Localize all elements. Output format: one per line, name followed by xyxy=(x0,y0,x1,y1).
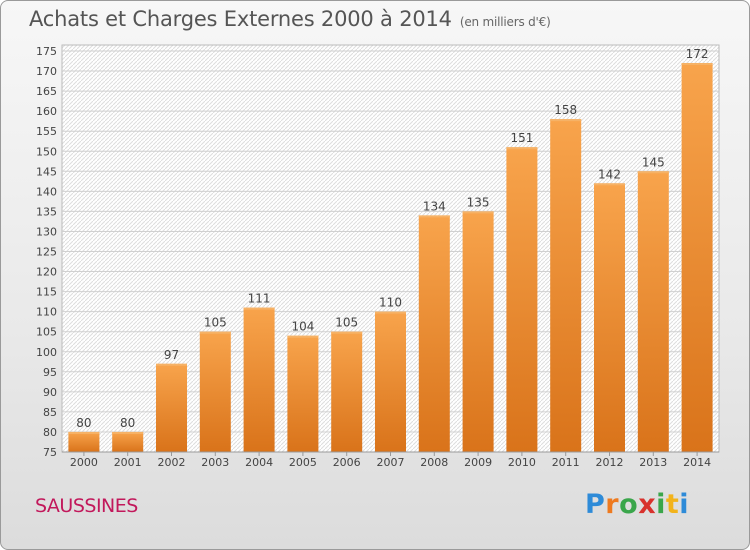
bar xyxy=(375,311,406,452)
y-tick-label: 90 xyxy=(43,386,57,399)
bar-top-edge xyxy=(243,307,275,310)
bar xyxy=(112,431,144,452)
x-tick-label: 2006 xyxy=(333,456,361,469)
y-tick-label: 155 xyxy=(36,125,57,138)
bar-value-label: 158 xyxy=(554,103,577,117)
bar xyxy=(156,363,187,452)
x-tick-label: 2010 xyxy=(508,456,536,469)
y-tick-label: 105 xyxy=(36,326,57,339)
y-tick-label: 160 xyxy=(36,105,57,118)
x-tick-label: 2007 xyxy=(377,456,405,469)
logo-letter: r xyxy=(605,489,620,520)
x-tick-label: 2014 xyxy=(683,456,711,469)
bar-top-edge xyxy=(156,363,187,366)
bar xyxy=(506,147,538,453)
bar-top-edge xyxy=(462,211,494,214)
y-tick-label: 110 xyxy=(36,306,57,319)
y-tick-label: 80 xyxy=(43,426,57,439)
bar xyxy=(287,335,319,452)
y-tick-label: 145 xyxy=(36,165,57,178)
bar-value-label: 105 xyxy=(204,316,227,330)
bar-value-label: 151 xyxy=(510,131,533,145)
bar-top-edge xyxy=(331,331,363,334)
place-name: SAUSSINES xyxy=(35,495,138,517)
bar-top-edge xyxy=(550,119,582,122)
logo-letter: t xyxy=(665,489,680,520)
x-tick-label: 2008 xyxy=(420,456,448,469)
bar-value-label: 142 xyxy=(598,167,621,181)
bar-value-label: 134 xyxy=(423,199,446,213)
y-tick-label: 115 xyxy=(36,286,57,299)
y-tick-label: 75 xyxy=(43,446,57,459)
y-tick-label: 170 xyxy=(36,65,57,78)
x-tick-label: 2004 xyxy=(245,456,273,469)
bar-top-edge xyxy=(506,147,538,150)
title-unit: (en milliers d'€) xyxy=(459,15,551,29)
y-tick-label: 85 xyxy=(43,406,57,419)
bar-value-label: 172 xyxy=(686,47,709,61)
bar-top-edge xyxy=(112,431,144,434)
bar-top-edge xyxy=(68,431,100,434)
y-axis: 75 80 85 90 95 100 105 110 115 120 125 130 135 140 145… xyxy=(36,45,57,459)
bar-top-edge xyxy=(681,63,713,66)
title-text: Achats et Charges Externes 2000 à 2014 xyxy=(29,7,452,31)
bar-value-label: 111 xyxy=(248,292,271,306)
bar-top-edge xyxy=(199,331,231,334)
x-tick-label: 2001 xyxy=(114,456,142,469)
bar xyxy=(418,215,450,452)
bar-value-label: 80 xyxy=(120,416,135,430)
bar-value-label: 105 xyxy=(335,316,358,330)
x-tick-label: 2005 xyxy=(289,456,317,469)
bar-value-label: 145 xyxy=(642,155,665,169)
x-tick-label: 2011 xyxy=(552,456,580,469)
bar xyxy=(199,331,231,452)
proxiti-logo: Proxiti xyxy=(585,489,689,520)
logo-letter: x xyxy=(638,489,657,520)
bar xyxy=(331,331,363,452)
logo-letter: o xyxy=(619,489,639,520)
bar xyxy=(68,431,100,452)
bar-value-label: 97 xyxy=(164,348,179,362)
bar-value-label: 135 xyxy=(467,195,490,209)
bar-top-edge xyxy=(418,215,450,218)
y-tick-label: 95 xyxy=(43,366,57,379)
bar-value-label: 110 xyxy=(379,296,402,310)
bars: 80 80 97 105 111 104 105 110 134 135 151 158 142 145 1… xyxy=(68,47,713,453)
y-tick-label: 135 xyxy=(36,205,57,218)
y-tick-label: 140 xyxy=(36,185,57,198)
bar xyxy=(681,63,713,452)
chart-title: Achats et Charges Externes 2000 à 2014 (e… xyxy=(29,7,551,31)
x-tick-label: 2012 xyxy=(596,456,624,469)
y-tick-label: 175 xyxy=(36,45,57,58)
x-axis: 2000 2001 2002 2003 2004 2005 2006 2007 2008 2009… xyxy=(62,451,719,469)
bar xyxy=(550,119,582,453)
bar xyxy=(243,307,275,452)
x-tick-label: 2000 xyxy=(70,456,98,469)
y-tick-label: 120 xyxy=(36,266,57,279)
x-tick-label: 2002 xyxy=(158,456,186,469)
y-tick-label: 125 xyxy=(36,246,57,259)
logo-letter: i xyxy=(656,489,666,520)
y-tick-label: 100 xyxy=(36,346,57,359)
logo-letter: P xyxy=(585,489,606,520)
y-tick-label: 130 xyxy=(36,225,57,238)
y-tick-label: 165 xyxy=(36,85,57,98)
bar-top-edge xyxy=(375,311,406,314)
y-tick-label: 150 xyxy=(36,145,57,158)
bar-value-label: 80 xyxy=(76,416,91,430)
bar xyxy=(594,183,625,452)
logo-letter: i xyxy=(679,489,690,520)
x-tick-label: 2013 xyxy=(639,456,667,469)
x-tick-label: 2009 xyxy=(464,456,492,469)
bar-top-edge xyxy=(287,335,319,338)
x-tick-label: 2003 xyxy=(201,456,229,469)
bar-top-edge xyxy=(594,183,625,186)
bar xyxy=(637,171,669,453)
bar-value-label: 104 xyxy=(291,320,314,334)
bar xyxy=(462,211,494,452)
bar-top-edge xyxy=(637,171,669,174)
